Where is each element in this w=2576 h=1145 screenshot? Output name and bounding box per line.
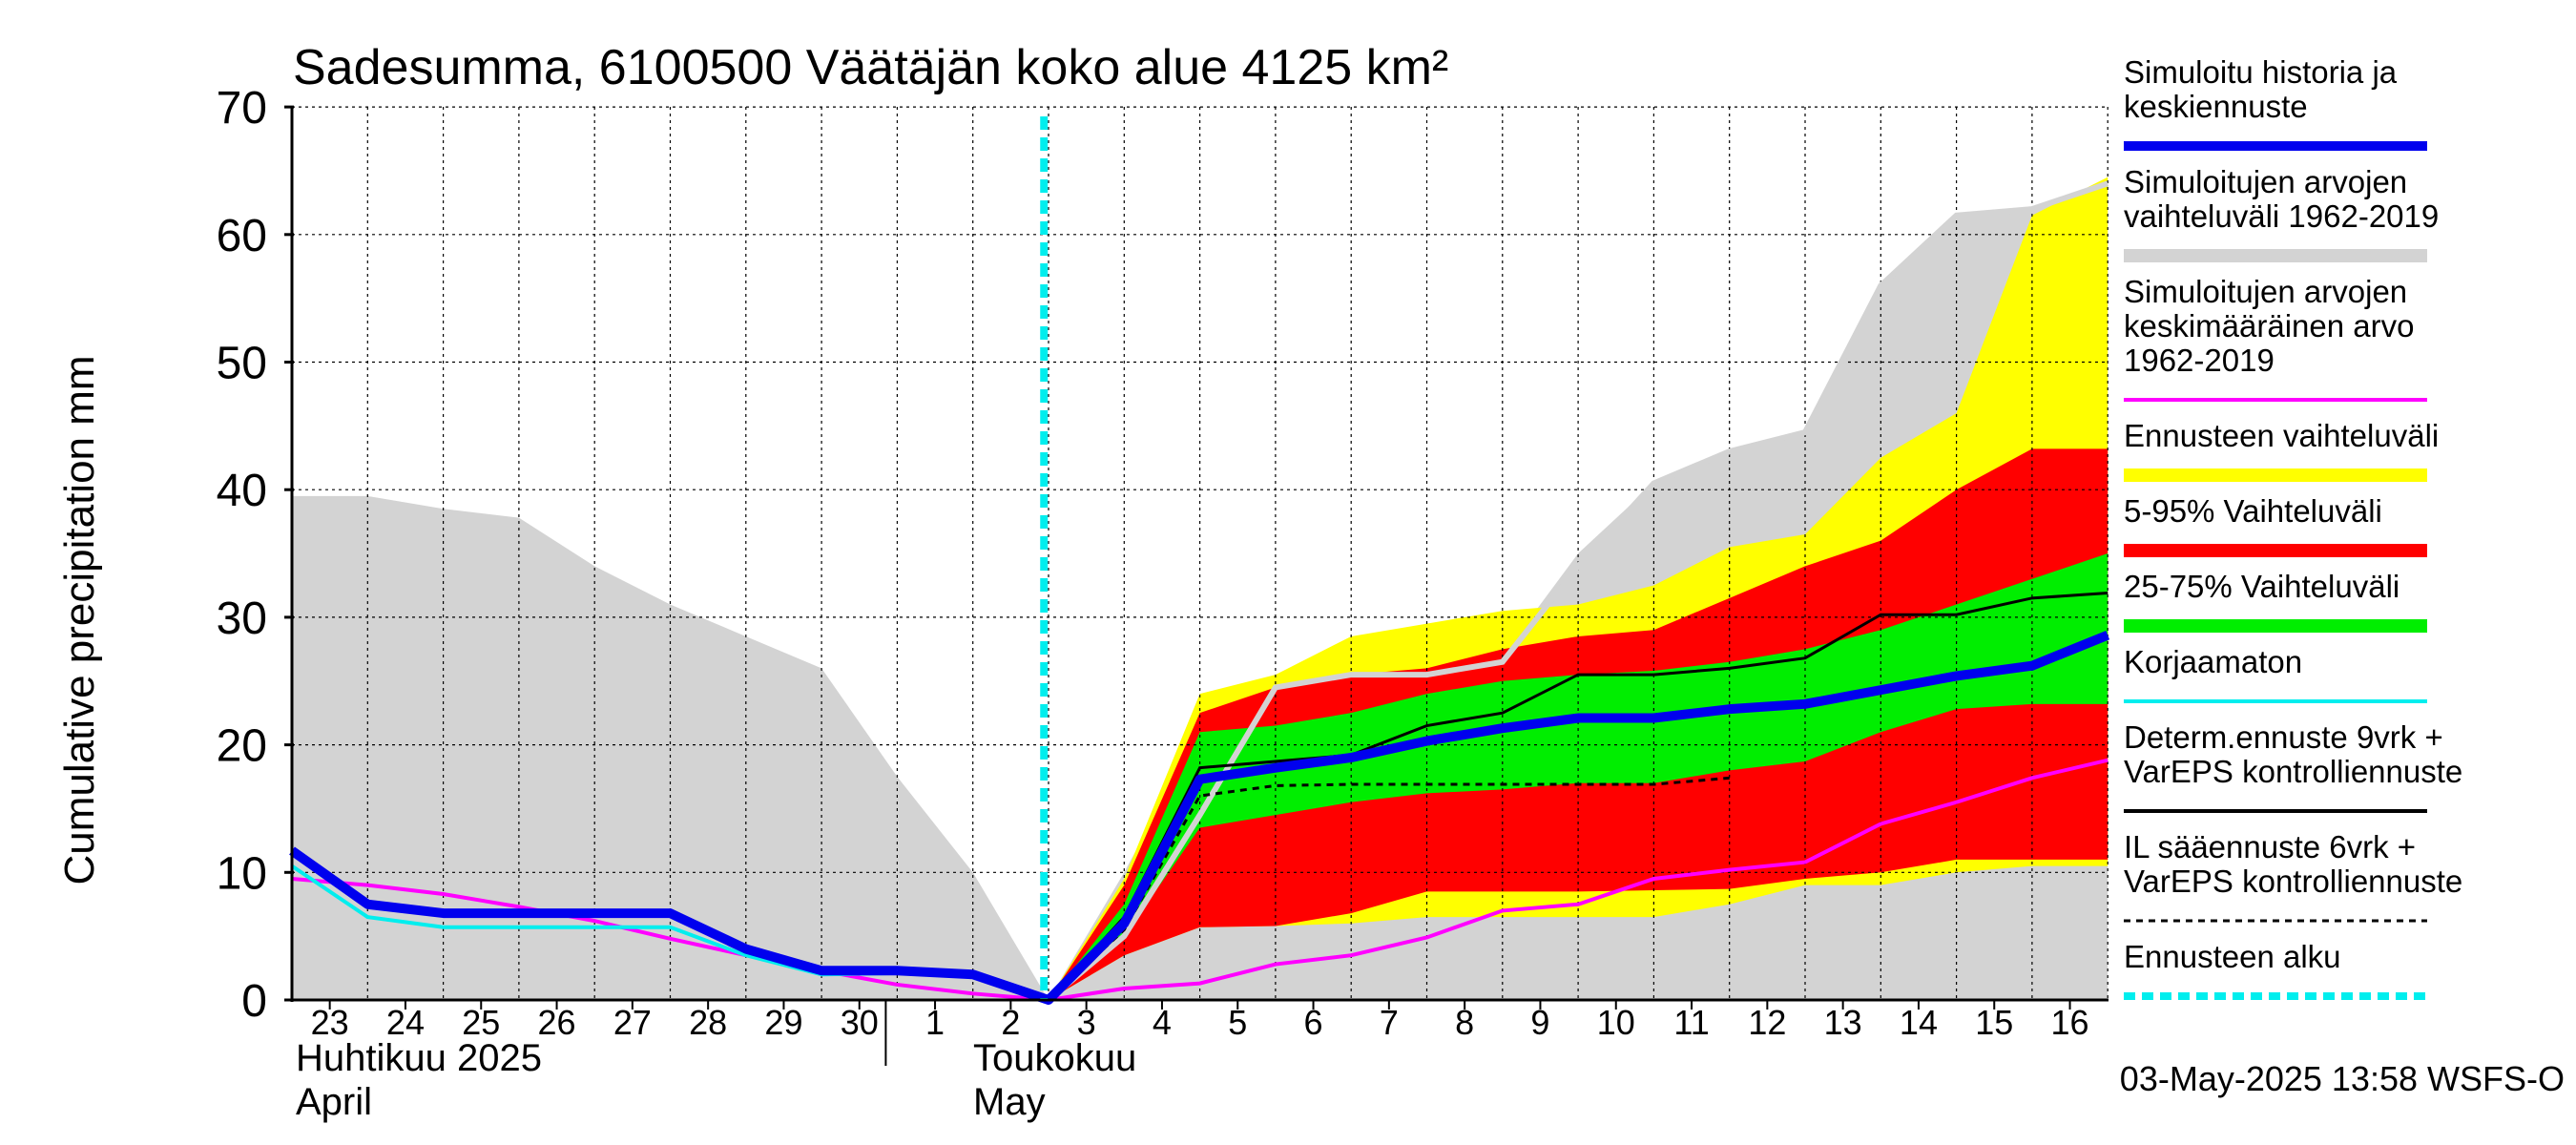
y-tick-label-60: 60: [217, 211, 267, 261]
x-tick-label-10: 10: [1597, 1003, 1635, 1042]
x-tick-label-3: 3: [1077, 1003, 1096, 1042]
legend-sim-text-0: Simuloitu historia ja: [2124, 54, 2398, 90]
legend-il-text-0: IL sääennuste 6vrk +: [2124, 829, 2416, 864]
legend-determ-text-1: VarEPS kontrolliennuste: [2124, 754, 2462, 789]
x-tick-label-16: 16: [2051, 1003, 2089, 1042]
il-forecast-line: [1047, 776, 1730, 1002]
month-label-may-en: May: [973, 1081, 1046, 1123]
y-tick-label-0: 0: [241, 976, 267, 1027]
x-tick-label-11: 11: [1673, 1003, 1709, 1042]
legend-determ-text-0: Determ.ennuste 9vrk +: [2124, 719, 2443, 755]
hist-mean-line: [291, 758, 2109, 1003]
x-tick-label-4: 4: [1153, 1003, 1172, 1042]
y-tick-label-70: 70: [217, 83, 267, 134]
chart-title: Sadesumma, 6100500 Väätäjän koko alue 41…: [293, 40, 1448, 95]
x-tick-label-5: 5: [1228, 1003, 1247, 1042]
month-label-may-fi: Toukokuu: [973, 1037, 1136, 1079]
x-tick-label-6: 6: [1304, 1003, 1323, 1042]
legend-hist_range-text-0: Simuloitujen arvojen: [2124, 164, 2407, 199]
x-tick-label-24: 24: [386, 1003, 425, 1042]
axes-layer: [284, 105, 2109, 1066]
x-tick-label-9: 9: [1530, 1003, 1549, 1042]
x-tick-label-27: 27: [613, 1003, 652, 1042]
x-tick-label-28: 28: [689, 1003, 727, 1042]
simulated-mean-line: [289, 630, 2110, 1005]
x-tick-label-30: 30: [841, 1003, 879, 1042]
legend-ens_range-text-0: Ennusteen vaihteluväli: [2124, 418, 2439, 453]
determ-forecast-line: [1047, 592, 2109, 1002]
y-tick-label-10: 10: [217, 848, 267, 899]
x-tick-label-1: 1: [925, 1003, 945, 1042]
timestamp: 03-May-2025 13:58 WSFS-O: [2120, 1059, 2565, 1098]
lines-layer: [289, 116, 2110, 1005]
legend-hist_mean-text-1: keskimääräinen arvo: [2124, 308, 2414, 344]
y-axis-label: Cumulative precipitation mm: [56, 355, 103, 885]
x-tick-label-14: 14: [1900, 1003, 1938, 1042]
legend-uncorr-text-0: Korjaamaton: [2124, 644, 2302, 679]
y-tick-label-30: 30: [217, 593, 267, 644]
month-label-april-fi: Huhtikuu 2025: [296, 1037, 542, 1079]
legend-p25_75-text-0: 25-75% Vaihteluväli: [2124, 569, 2399, 604]
x-tick-label-26: 26: [538, 1003, 576, 1042]
x-tick-label-13: 13: [1824, 1003, 1862, 1042]
legend-p5_95-text-0: 5-95% Vaihteluväli: [2124, 493, 2382, 529]
legend-hist_mean-text-0: Simuloitujen arvojen: [2124, 274, 2407, 309]
y-tick-label-20: 20: [217, 721, 267, 772]
y-tick-label-50: 50: [217, 339, 267, 389]
legend-start-text-0: Ennusteen alku: [2124, 939, 2341, 974]
x-tick-label-7: 7: [1380, 1003, 1399, 1042]
x-tick-label-29: 29: [764, 1003, 802, 1042]
legend-sim-text-1: keskiennuste: [2124, 89, 2308, 124]
x-tick-label-25: 25: [462, 1003, 500, 1042]
x-tick-label-23: 23: [311, 1003, 349, 1042]
legend-il-text-1: VarEPS kontrolliennuste: [2124, 864, 2462, 899]
legend-hist_mean-text-2: 1962-2019: [2124, 343, 2275, 378]
x-tick-label-8: 8: [1455, 1003, 1474, 1042]
x-tick-label-15: 15: [1975, 1003, 2013, 1042]
x-tick-label-12: 12: [1748, 1003, 1786, 1042]
legend-hist_range-text-1: vaihteluväli 1962-2019: [2124, 198, 2439, 234]
x-tick-label-2: 2: [1001, 1003, 1020, 1042]
month-label-april-en: April: [296, 1081, 372, 1123]
grid-layer: [292, 106, 2109, 1000]
y-tick-label-40: 40: [217, 466, 267, 516]
